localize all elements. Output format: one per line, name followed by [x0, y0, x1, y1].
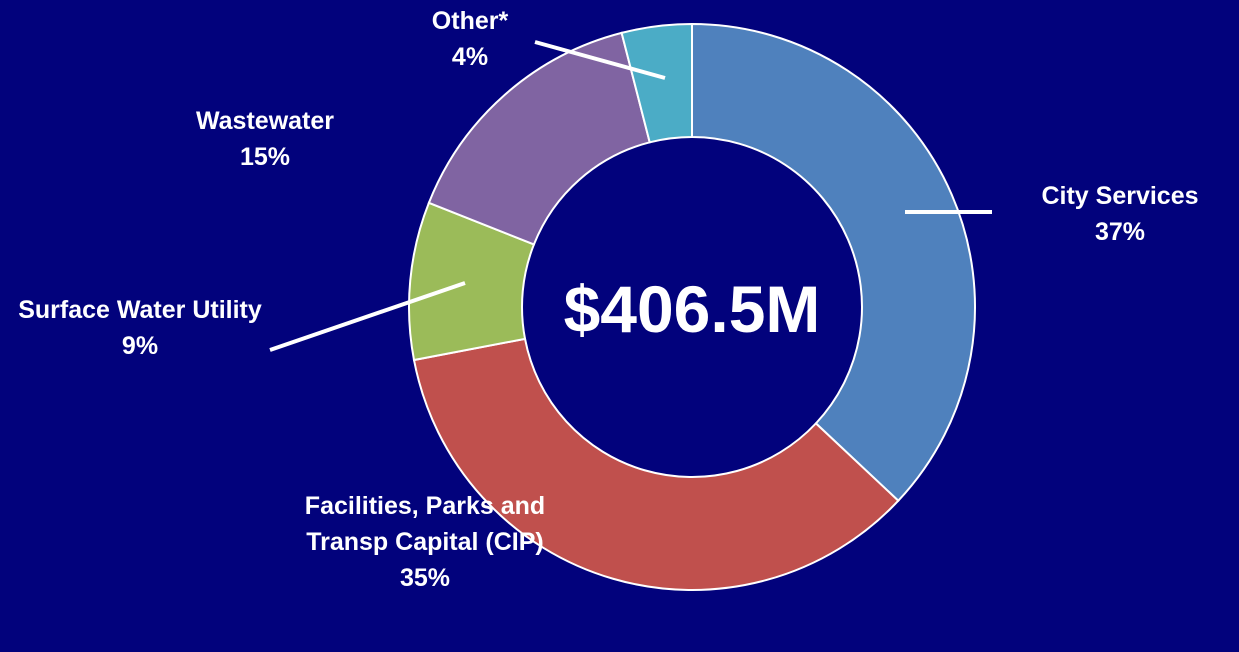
slice [620, 22, 693, 144]
value-label: 37% [1094, 218, 1146, 246]
category-label: Facilities, Parks and Transp Capital (CI… [304, 492, 546, 556]
slices [408, 22, 976, 591]
value-label: 4% [451, 43, 489, 71]
slice [691, 22, 976, 503]
value-label: 9% [121, 332, 159, 360]
category-label: City Services [1041, 182, 1199, 210]
center-label: $406.5M [564, 272, 821, 346]
category-label: Surface Water Utility [18, 296, 262, 324]
value-label: 35% [399, 564, 451, 592]
slice [427, 31, 651, 246]
category-label: Wastewater [195, 107, 334, 135]
slice-label: Other* 4% [390, 3, 550, 75]
leader-line [534, 40, 666, 80]
value-label: 15% [239, 143, 291, 171]
slice [412, 337, 900, 591]
category-label: Other* [431, 7, 509, 35]
slice-label: Surface Water Utility 9% [0, 292, 280, 364]
slice-label: Facilities, Parks and Transp Capital (CI… [270, 488, 580, 596]
slice-label: Wastewater 15% [140, 103, 390, 175]
slice-label: City Services 37% [995, 178, 1239, 250]
leader-line [269, 281, 466, 352]
